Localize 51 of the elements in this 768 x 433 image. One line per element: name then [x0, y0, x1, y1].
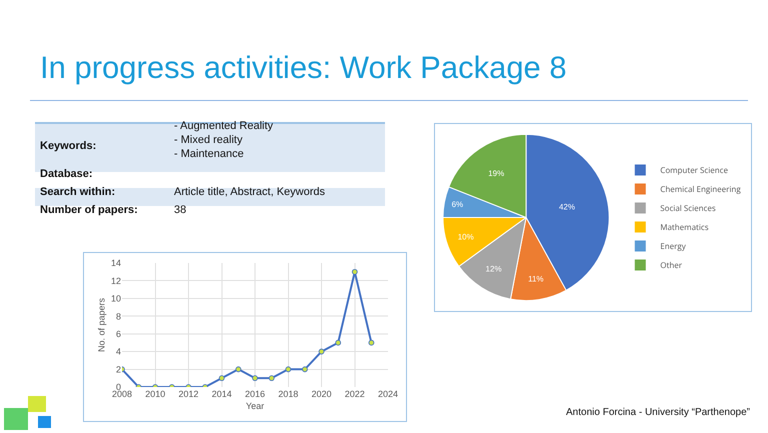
y-tick-label: 6	[116, 329, 121, 340]
point	[285, 366, 292, 372]
y-axis-title: No. of papers	[96, 297, 106, 352]
text: - Maintenance	[174, 148, 244, 161]
legend-label: Other	[660, 260, 683, 272]
legend-label: Social Sciences	[660, 203, 716, 214]
text: Antonio Forcina - University “Parthenope”	[566, 407, 750, 418]
y-tick-label: 2	[116, 364, 121, 374]
text: - Augmented Reality	[174, 120, 274, 133]
y-tick-label: 4	[116, 346, 121, 357]
point	[368, 340, 374, 346]
point	[252, 375, 258, 382]
legend-label: Energy	[660, 241, 687, 252]
data-label: 6%	[452, 200, 464, 209]
x-tick-label: 2022	[344, 389, 365, 399]
point	[268, 375, 275, 382]
point	[218, 375, 225, 382]
text: Keywords:	[40, 140, 96, 153]
x-tick-label: 2014	[212, 389, 232, 399]
text: Number of papers:	[40, 204, 138, 217]
text: Search within:	[40, 186, 116, 199]
text: - Mixed reality	[174, 134, 242, 147]
x-tick-label: 2008	[112, 389, 132, 399]
legend-label: Chemical Engineering	[660, 184, 742, 196]
data-label: 11%	[528, 274, 544, 284]
text: Article title, Abstract, Keywords	[174, 186, 325, 199]
point	[335, 340, 342, 346]
data-label: 12%	[486, 264, 502, 274]
point	[318, 348, 324, 354]
text: Database:	[40, 168, 93, 181]
x-tick-label: 2010	[145, 389, 166, 399]
y-tick-label: 8	[116, 311, 121, 322]
x-tick-label: 2018	[278, 389, 298, 399]
x-tick-label: 2024	[378, 389, 398, 399]
data-label: 42%	[558, 202, 575, 212]
legend-label: Computer Science	[660, 165, 728, 176]
y-tick-label: 14	[110, 258, 121, 268]
x-tick-label: 2016	[244, 389, 266, 399]
point	[235, 366, 242, 372]
x-tick-label: 2020	[311, 389, 332, 399]
text: In progress activities: Work Package 8	[40, 50, 567, 86]
data-label: 10%	[458, 232, 474, 242]
x-tick-label: 2012	[178, 389, 199, 399]
legend-label: Mathematics	[660, 222, 709, 234]
text: 38	[174, 204, 186, 217]
y-tick-label: 12	[110, 276, 121, 286]
data-label: 19%	[488, 169, 504, 178]
point	[302, 366, 308, 372]
point	[352, 268, 358, 275]
y-tick-label: 10	[110, 294, 121, 304]
x-axis-title: Year	[246, 400, 264, 411]
